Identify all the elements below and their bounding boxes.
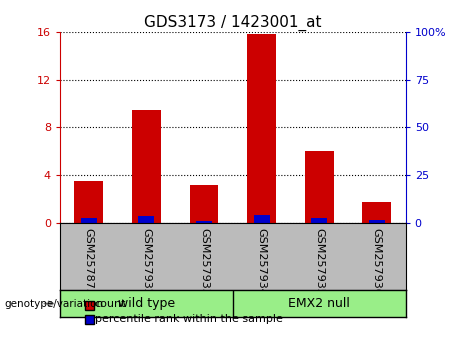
Bar	[247, 34, 276, 223]
Bar	[138, 216, 154, 223]
Bar	[81, 218, 97, 223]
Text: GSM257932: GSM257932	[142, 228, 151, 296]
Text: GSM257936: GSM257936	[372, 228, 382, 296]
Bar	[311, 218, 327, 223]
Bar	[132, 109, 161, 223]
Text: wild type: wild type	[118, 297, 175, 310]
Text: genotype/variation: genotype/variation	[5, 298, 104, 309]
Bar	[305, 152, 334, 223]
Title: GDS3173 / 1423001_at: GDS3173 / 1423001_at	[144, 14, 322, 30]
Text: count: count	[95, 299, 126, 309]
Bar	[254, 215, 270, 223]
Bar	[369, 220, 385, 223]
Bar	[362, 201, 391, 223]
Bar	[74, 181, 103, 223]
Bar	[189, 185, 219, 223]
Bar	[196, 222, 212, 223]
Text: EMX2 null: EMX2 null	[288, 297, 350, 310]
Text: percentile rank within the sample: percentile rank within the sample	[95, 314, 283, 324]
Text: GSM257934: GSM257934	[257, 228, 266, 296]
Text: GSM257875: GSM257875	[84, 228, 94, 296]
Text: GSM257933: GSM257933	[199, 228, 209, 296]
Text: GSM257935: GSM257935	[314, 228, 324, 296]
